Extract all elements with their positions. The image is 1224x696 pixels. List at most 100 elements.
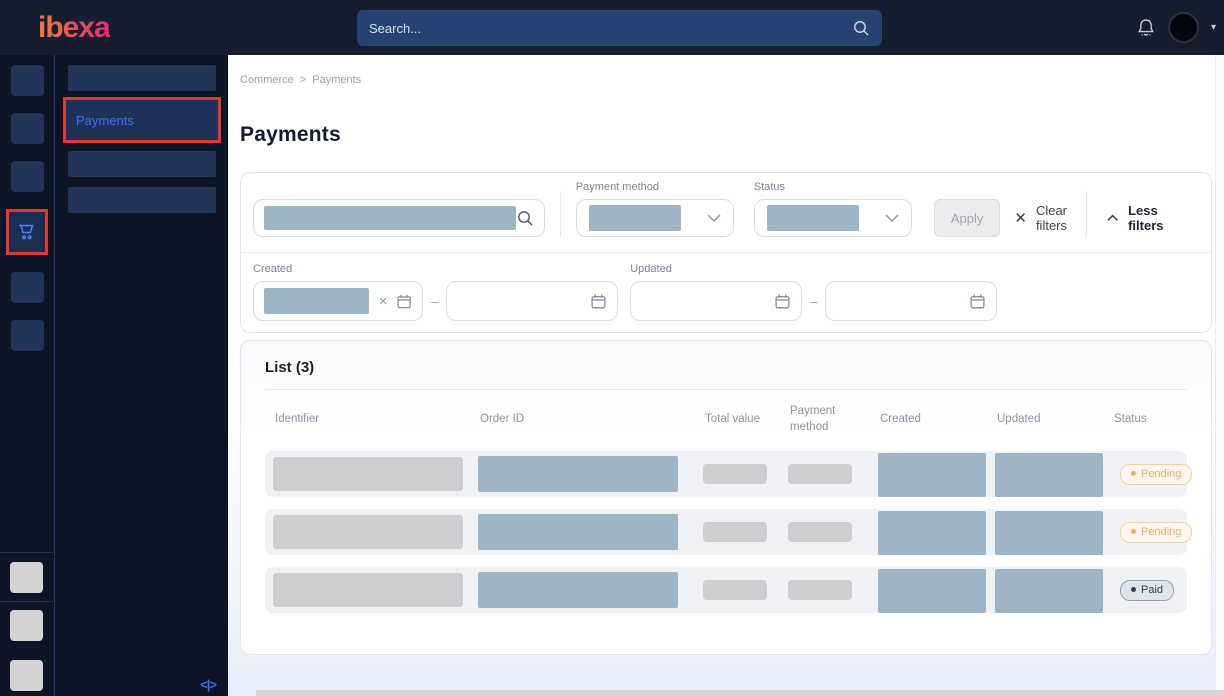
nav-item-redacted-4[interactable] <box>11 272 44 303</box>
clear-filters-button[interactable]: ✕ Clear filters <box>1014 199 1086 237</box>
created-label: Created <box>253 263 618 275</box>
top-bar: ibexa ▾ <box>0 0 1224 55</box>
breadcrumb-commerce[interactable]: Commerce <box>240 74 294 86</box>
rail-divider <box>0 601 53 602</box>
col-created: Created <box>870 412 987 428</box>
calendar-icon[interactable] <box>590 293 607 310</box>
created-to-date-input[interactable] <box>446 281 618 321</box>
status-badge: Pending <box>1120 522 1192 543</box>
redacted-updated <box>995 569 1103 613</box>
redacted-payment-method <box>788 464 852 484</box>
commerce-cart-icon[interactable] <box>15 220 39 244</box>
status-select[interactable] <box>754 199 912 237</box>
status-filter: Status <box>754 181 912 237</box>
status-badge: Pending <box>1120 464 1192 485</box>
search-icon <box>516 209 534 227</box>
col-updated: Updated <box>987 412 1104 428</box>
updated-from-date-input[interactable] <box>630 281 802 321</box>
updated-label: Updated <box>630 263 997 275</box>
redacted-created <box>878 511 986 555</box>
calendar-icon[interactable] <box>396 293 412 310</box>
col-total-value: Total value <box>695 412 780 428</box>
table-row[interactable]: Pending <box>265 509 1187 555</box>
col-payment-method: Payment method <box>780 404 850 435</box>
main-content: Commerce>Payments Payments Payment metho… <box>228 55 1224 696</box>
payments-list-panel: List (3) Identifier Order ID Total value… <box>240 340 1212 655</box>
filter-search-input[interactable] <box>253 199 545 237</box>
user-avatar[interactable] <box>1168 12 1199 43</box>
created-from-date-input[interactable]: ✕ <box>253 281 423 321</box>
redacted-payment-method <box>788 522 852 542</box>
redacted-total-value <box>703 580 767 600</box>
subnav-item-redacted-3[interactable] <box>68 187 216 213</box>
redacted-identifier <box>273 573 463 607</box>
redacted-order-id <box>478 514 678 550</box>
nav-item-redacted-1[interactable] <box>11 65 44 96</box>
redacted-date-value <box>264 288 369 314</box>
rail-divider <box>0 552 53 553</box>
bell-icon[interactable] <box>1136 17 1156 39</box>
status-badge: Paid <box>1120 580 1174 601</box>
calendar-icon[interactable] <box>774 293 791 310</box>
col-status: Status <box>1104 412 1187 428</box>
secondary-nav-panel: Payments <|> <box>56 55 228 696</box>
ibexa-logo: ibexa <box>38 11 110 45</box>
less-filters-label: Less filters <box>1128 203 1183 233</box>
less-filters-button[interactable]: Less filters <box>1107 199 1183 237</box>
redacted-identifier <box>273 515 463 549</box>
table-row[interactable]: Paid <box>265 567 1187 613</box>
updated-filter: Updated – <box>630 263 997 321</box>
search-input[interactable] <box>369 21 852 36</box>
updated-to-date-input[interactable] <box>825 281 997 321</box>
subnav-item-payments[interactable]: Payments <box>66 113 134 128</box>
panel-resize-icon[interactable]: <|> <box>200 677 216 692</box>
redacted-updated <box>995 453 1103 497</box>
global-search[interactable] <box>357 10 882 46</box>
page-title: Payments <box>240 123 341 147</box>
payment-method-select[interactable] <box>576 199 734 237</box>
list-title: List (3) <box>241 341 1211 389</box>
apply-button[interactable]: Apply <box>934 199 1001 237</box>
topbar-right: ▾ <box>1136 0 1216 55</box>
search-icon <box>852 19 870 37</box>
breadcrumb-payments[interactable]: Payments <box>312 74 361 86</box>
table-header-row: Identifier Order ID Total value Payment … <box>265 390 1187 451</box>
user-menu-caret-icon[interactable]: ▾ <box>1211 22 1216 33</box>
nav-item-redacted-2[interactable] <box>11 113 44 144</box>
nav-item-redacted-6[interactable] <box>10 562 43 593</box>
payment-method-label: Payment method <box>576 181 734 193</box>
redacted-created <box>878 569 986 613</box>
col-identifier: Identifier <box>265 412 470 428</box>
breadcrumb: Commerce>Payments <box>240 74 361 86</box>
col-order-id: Order ID <box>470 412 695 428</box>
subnav-item-redacted-1[interactable] <box>68 65 216 91</box>
nav-item-redacted-5[interactable] <box>11 320 44 351</box>
calendar-icon[interactable] <box>969 293 986 310</box>
date-range-separator: – <box>431 294 438 309</box>
horizontal-scrollbar[interactable] <box>256 690 1224 696</box>
redacted-order-id <box>478 572 678 608</box>
redacted-select-value <box>589 205 681 231</box>
subnav-item-redacted-2[interactable] <box>68 151 216 177</box>
nav-item-redacted-8[interactable] <box>10 660 43 691</box>
chevron-down-icon <box>707 214 721 222</box>
main-nav-rail <box>0 55 55 696</box>
payment-method-filter: Payment method <box>576 181 734 237</box>
table-row[interactable]: Pending <box>265 451 1187 497</box>
clear-filters-label: Clear filters <box>1036 203 1086 233</box>
chevron-up-icon <box>1107 214 1118 222</box>
chevron-down-icon <box>885 214 899 222</box>
annotation-highlight-payments: Payments <box>63 97 221 143</box>
date-range-separator: – <box>810 294 817 309</box>
close-icon: ✕ <box>1014 209 1027 227</box>
redacted-updated <box>995 511 1103 555</box>
vertical-scrollbar[interactable] <box>1215 55 1224 690</box>
nav-item-redacted-7[interactable] <box>10 610 43 641</box>
clear-date-icon[interactable]: ✕ <box>378 295 387 308</box>
status-label: Status <box>754 181 912 193</box>
redacted-identifier <box>273 457 463 491</box>
redacted-created <box>878 453 986 497</box>
nav-item-redacted-3[interactable] <box>11 161 44 192</box>
redacted-total-value <box>703 522 767 542</box>
filter-divider <box>560 191 561 237</box>
